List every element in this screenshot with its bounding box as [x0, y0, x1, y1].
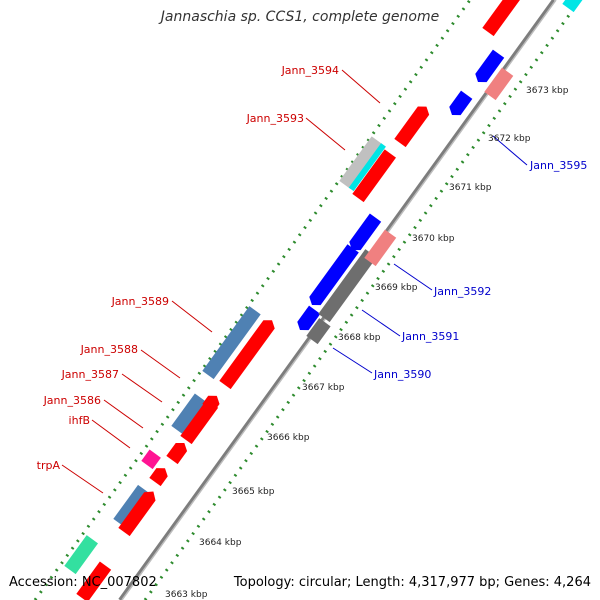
gene-label-jann-3594[interactable]: Jann_3594 [281, 64, 339, 77]
gene-jann-3589[interactable] [202, 306, 261, 380]
gene-cyan[interactable] [348, 143, 386, 192]
leader-jann-3586 [103, 399, 144, 429]
kbp-label: 3663 kbp [165, 590, 208, 600]
gene-jann-3586[interactable] [171, 393, 207, 435]
gene-label-trpa[interactable]: trpA [37, 459, 61, 472]
gene-red-3593[interactable] [352, 149, 396, 203]
page-title: Jannaschia sp. CCS1, complete genome [160, 9, 440, 25]
accession-label: Accession: NC_007802 [9, 575, 157, 590]
gene-jann-3590[interactable] [306, 318, 331, 345]
gene-red-3594[interactable] [394, 102, 432, 148]
leader-jann-3588 [140, 349, 181, 379]
gene-label-jann-3593[interactable]: Jann_3593 [246, 112, 304, 125]
gene-cyan-top[interactable] [562, 0, 586, 13]
gene-red-ihfb[interactable] [149, 464, 170, 487]
leader-jann-3587 [121, 373, 163, 403]
leader-jann-3593 [305, 117, 346, 151]
leader-jann-3591 [361, 309, 401, 337]
gene-trpa[interactable] [113, 484, 150, 528]
outer-tick-track [33, 0, 472, 600]
gene-blue-3673[interactable] [472, 49, 505, 87]
gene-red-3587[interactable] [180, 399, 219, 445]
gene-blue-small[interactable] [294, 305, 321, 334]
gene-red-3588[interactable] [202, 392, 222, 413]
kbp-label: 3670 kbp [412, 234, 455, 244]
gene-label-jann-3586[interactable]: Jann_3586 [43, 394, 101, 407]
gene-blue-3670[interactable] [346, 213, 382, 255]
kbp-label: 3665 kbp [232, 487, 275, 497]
gene-green[interactable] [64, 535, 98, 575]
gene-blue-3672[interactable] [446, 90, 473, 119]
gene-jann-3591[interactable] [318, 249, 377, 323]
kbp-label: 3667 kbp [302, 383, 345, 393]
kbp-label: 3668 kbp [338, 333, 381, 343]
leader-ihfb [91, 419, 131, 449]
gene-label-jann-3588[interactable]: Jann_3588 [80, 343, 138, 356]
gene-label-jann-3590[interactable]: Jann_3590 [373, 368, 431, 381]
gene-red-trpa[interactable] [118, 487, 159, 537]
leader-jann-3589 [171, 300, 213, 333]
gene-jann-3592-blue[interactable] [306, 244, 359, 309]
gene-jann-3592[interactable] [364, 229, 397, 267]
leader-jann-3595 [492, 135, 528, 166]
kbp-label: 3672 kbp [488, 134, 531, 144]
gene-label-jann-3591[interactable]: Jann_3591 [401, 330, 459, 343]
gene-red-3586[interactable] [166, 439, 190, 465]
kbp-label: 3673 kbp [526, 86, 569, 96]
gene-label-jann-3592[interactable]: Jann_3592 [433, 285, 491, 298]
leader-jann-3590 [332, 347, 373, 374]
topology-label: Topology: circular; Length: 4,317,977 bp… [233, 575, 591, 590]
gene-red-top-outer[interactable] [482, 0, 521, 37]
gene-label-jann-3589[interactable]: Jann_3589 [111, 295, 169, 308]
leader-jann-3592 [393, 263, 433, 291]
kbp-label: 3664 kbp [199, 538, 242, 548]
gene-jann-3593[interactable] [339, 136, 383, 190]
gene-label-ihfb[interactable]: ihfB [69, 414, 90, 427]
gene-red-3589[interactable] [219, 316, 277, 390]
leader-jann-3594 [341, 69, 381, 104]
kbp-label: 3671 kbp [449, 183, 492, 193]
gene-label-jann-3587[interactable]: Jann_3587 [61, 368, 119, 381]
gene-ihfb[interactable] [141, 449, 161, 470]
leader-trpa [61, 464, 104, 494]
inner-tick-track [143, 0, 582, 600]
gene-label-jann-3595[interactable]: Jann_3595 [529, 159, 587, 172]
kbp-label: 3669 kbp [375, 283, 418, 293]
gene-jann-3595[interactable] [484, 67, 514, 101]
gene-red-bottom[interactable] [76, 561, 112, 600]
kbp-label: 3666 kbp [267, 433, 310, 443]
